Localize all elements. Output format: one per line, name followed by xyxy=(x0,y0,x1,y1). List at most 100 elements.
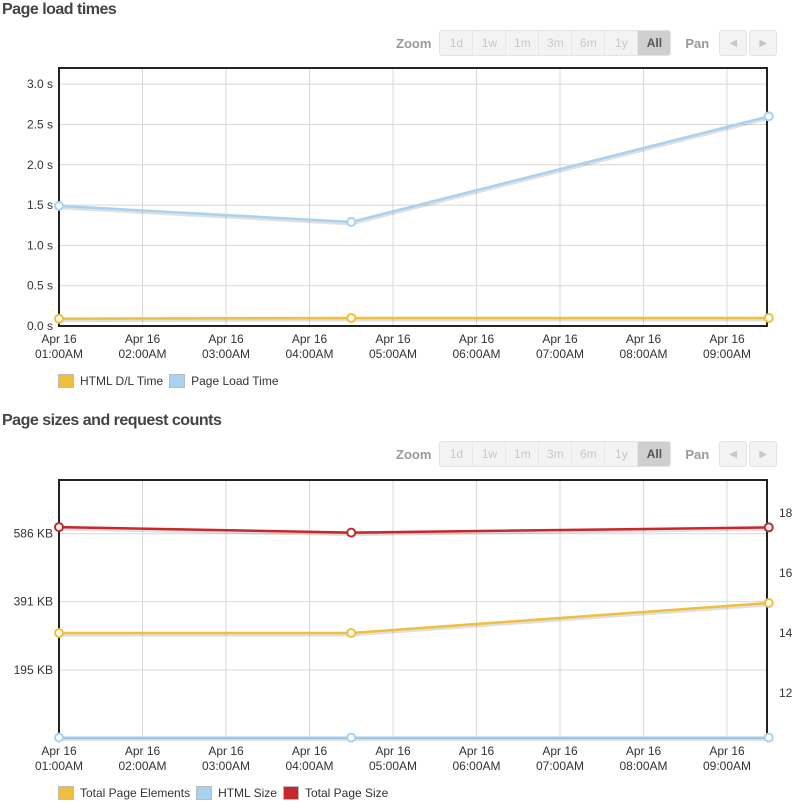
x-tick-label-time: 08:00AM xyxy=(619,347,667,361)
legend-label: HTML D/L Time xyxy=(80,374,164,388)
x-tick-label-date: Apr 16 xyxy=(375,744,411,758)
series-shadow xyxy=(58,318,769,323)
pan-label: Pan xyxy=(685,446,710,462)
data-point xyxy=(763,598,774,608)
legend-label: Total Page Elements xyxy=(80,786,191,800)
zoom-1m-button[interactable]: 1m xyxy=(506,31,540,55)
x-tick-label-date: Apr 16 xyxy=(626,744,662,758)
legend-item-html-dl-time[interactable]: HTML D/L Time xyxy=(58,374,163,388)
x-tick-label-date: Apr 16 xyxy=(375,332,411,346)
x-tick-label-time: 03:00AM xyxy=(202,759,250,773)
zoom-1w-button[interactable]: 1w xyxy=(473,31,507,55)
zoom-6m-button[interactable]: 6m xyxy=(572,31,606,55)
zoom-1m-button[interactable]: 1m xyxy=(506,442,540,466)
legend-item-total-page-size[interactable]: Total Page Size xyxy=(282,786,388,800)
x-tick-label-time: 07:00AM xyxy=(536,347,584,361)
zoom-button-group: 1d 1w 1m 3m 6m 1y All xyxy=(439,441,672,467)
x-tick-label-date: Apr 16 xyxy=(459,332,495,346)
x-tick-label-time: 09:00AM xyxy=(703,759,751,773)
arrow-left-icon: ◀ xyxy=(729,37,738,49)
y-left-tick-label: 586 KB xyxy=(14,527,53,541)
x-tick-label-date: Apr 16 xyxy=(626,332,662,346)
y-tick-label: 0.0 s xyxy=(27,319,53,333)
data-point xyxy=(346,628,357,638)
zoom-all-button[interactable]: All xyxy=(638,442,671,466)
zoom-all-button[interactable]: All xyxy=(638,31,671,55)
plot-frame xyxy=(58,479,768,739)
data-point xyxy=(346,312,357,323)
arrow-left-icon: ◀ xyxy=(729,448,738,460)
x-tick-label-time: 02:00AM xyxy=(118,759,166,773)
x-tick-label-date: Apr 16 xyxy=(709,744,745,758)
legend-swatch xyxy=(282,786,299,800)
pan-right-button[interactable]: ▶ xyxy=(749,441,778,467)
x-tick-label-date: Apr 16 xyxy=(208,744,244,758)
data-point xyxy=(763,111,774,122)
arrow-right-icon: ▶ xyxy=(759,37,768,49)
x-tick-label-time: 05:00AM xyxy=(369,347,417,361)
x-tick-label-time: 04:00AM xyxy=(285,347,333,361)
zoom-toolbar-2: Zoom 1d 1w 1m 3m 6m 1y All Pan ◀ ▶ xyxy=(396,441,778,467)
zoom-3m-button[interactable]: 3m xyxy=(539,442,573,466)
data-point xyxy=(346,527,357,538)
x-tick-label-time: 07:00AM xyxy=(536,759,584,773)
series-line-page-load-time xyxy=(58,115,770,224)
zoom-1d-button[interactable]: 1d xyxy=(440,442,474,466)
legend-swatch xyxy=(196,786,213,800)
zoom-3m-button[interactable]: 3m xyxy=(539,31,573,55)
x-tick-label-time: 06:00AM xyxy=(452,759,500,773)
y-tick-label: 2.0 s xyxy=(27,158,53,172)
zoom-1y-button[interactable]: 1y xyxy=(605,442,639,466)
x-tick-label-date: Apr 16 xyxy=(542,744,578,758)
zoom-label: Zoom xyxy=(396,35,432,51)
y-right-tick-label: 12 xyxy=(779,686,793,700)
legend-page-load-times: HTML D/L Time Page Load Time xyxy=(58,374,285,388)
legend-swatch xyxy=(169,374,186,388)
zoom-6m-button[interactable]: 6m xyxy=(572,442,606,466)
pan-left-button[interactable]: ◀ xyxy=(719,30,748,56)
legend-label: HTML Size xyxy=(218,786,277,800)
data-point xyxy=(54,732,64,743)
data-point xyxy=(346,216,357,227)
y-left-tick-label: 195 KB xyxy=(14,663,53,677)
x-tick-label-date: Apr 16 xyxy=(41,332,77,346)
series-line-total-page-elements xyxy=(59,601,769,635)
y-tick-label: 0.5 s xyxy=(27,279,53,293)
zoom-1d-button[interactable]: 1d xyxy=(440,31,474,55)
data-point xyxy=(54,522,64,533)
x-tick-label-time: 03:00AM xyxy=(202,347,250,361)
legend-swatch xyxy=(58,374,74,388)
legend-item-page-load-time[interactable]: Page Load Time xyxy=(169,374,279,388)
x-tick-label-date: Apr 16 xyxy=(125,332,161,346)
legend-page-sizes: Total Page Elements HTML Size Total Page… xyxy=(58,786,394,800)
y-tick-label: 3.0 s xyxy=(27,77,53,91)
x-tick-label-date: Apr 16 xyxy=(542,332,578,346)
y-right-tick-label: 18 xyxy=(779,506,793,520)
y-left-tick-label: 391 KB xyxy=(14,595,53,609)
legend-item-html-size[interactable]: HTML Size xyxy=(196,786,277,800)
arrow-right-icon: ▶ xyxy=(759,448,768,460)
data-point xyxy=(763,732,774,743)
legend-item-total-page-elements[interactable]: Total Page Elements xyxy=(58,786,190,800)
data-point xyxy=(763,312,774,323)
pan-right-button[interactable]: ▶ xyxy=(749,30,778,56)
x-tick-label-time: 04:00AM xyxy=(285,759,333,773)
zoom-toolbar-1: Zoom 1d 1w 1m 3m 6m 1y All Pan ◀ ▶ xyxy=(396,30,778,56)
pan-label: Pan xyxy=(685,35,710,51)
y-right-tick-label: 16 xyxy=(779,566,793,580)
pan-left-button[interactable]: ◀ xyxy=(719,441,748,467)
x-tick-label-date: Apr 16 xyxy=(709,332,745,346)
zoom-1w-button[interactable]: 1w xyxy=(473,442,507,466)
zoom-1y-button[interactable]: 1y xyxy=(605,31,639,55)
x-tick-label-date: Apr 16 xyxy=(292,744,328,758)
y-tick-label: 1.5 s xyxy=(27,198,53,212)
x-tick-label-time: 09:00AM xyxy=(703,347,751,361)
x-tick-label-date: Apr 16 xyxy=(459,744,495,758)
zoom-label: Zoom xyxy=(396,446,432,462)
x-tick-label-time: 02:00AM xyxy=(118,347,166,361)
series-shadow xyxy=(58,116,770,226)
x-tick-label-time: 01:00AM xyxy=(35,759,83,773)
data-point xyxy=(346,732,357,743)
series-line-html-d-l-time xyxy=(58,316,769,320)
